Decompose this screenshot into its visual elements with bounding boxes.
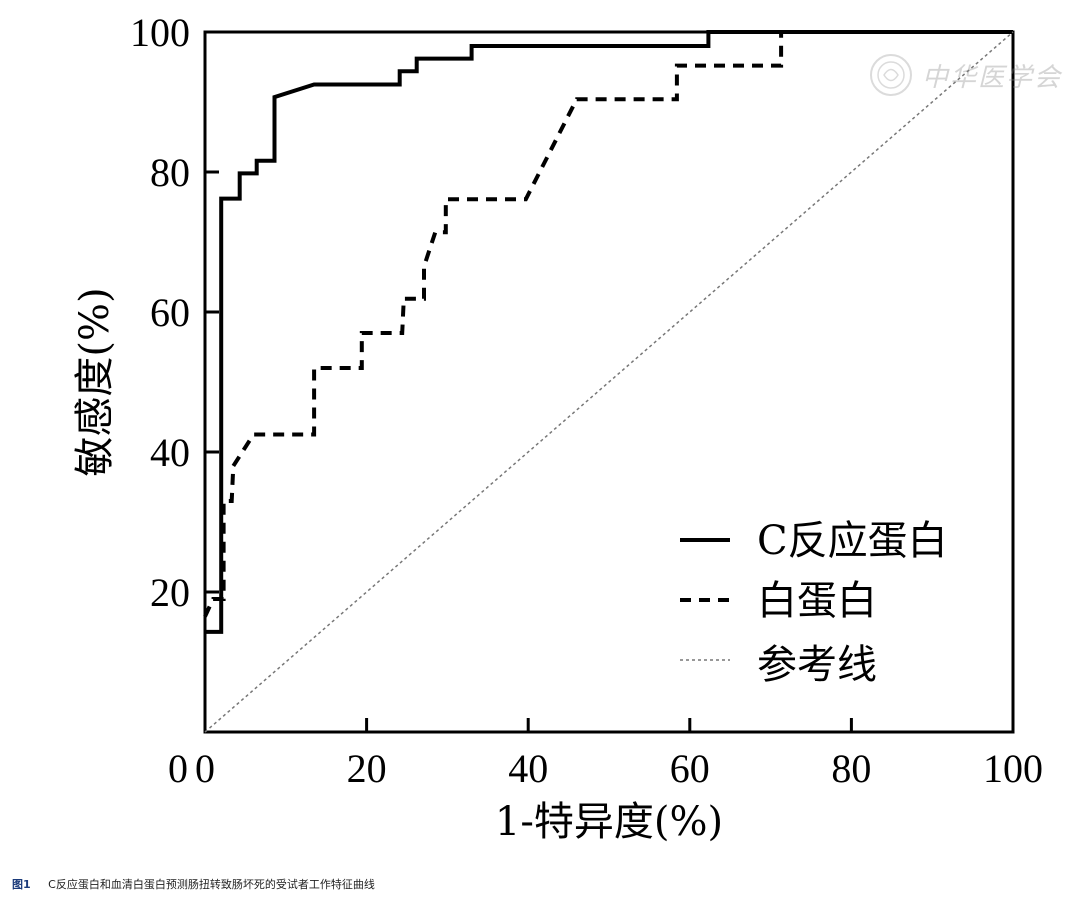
- figure-label: 图1: [12, 878, 31, 891]
- society-seal-icon: [870, 54, 912, 96]
- x-tick-label: 60: [670, 746, 710, 791]
- watermark-text: 中华医学会: [922, 62, 1063, 93]
- series-line-reference: [204, 31, 1014, 733]
- legend-label-crp: C反应蛋白: [757, 518, 948, 564]
- x-tick-label: 80: [831, 746, 871, 791]
- y-axis-title: 敏感度(%): [72, 287, 118, 476]
- plot-frame: [203, 30, 1015, 734]
- axis-ticks: [205, 170, 853, 732]
- y-tick-label: 40: [150, 430, 190, 475]
- series-lines: [203, 30, 1014, 733]
- axis-tick-labels: 0 20 40 60 80 100 20 40 60 80 100 0: [130, 10, 1043, 791]
- series-line-albumin: [203, 30, 1013, 618]
- x-tick-label: 100: [983, 746, 1043, 791]
- origin-tick-label: 0: [168, 746, 188, 791]
- legend: C反应蛋白 白蛋白 参考线: [680, 518, 948, 688]
- figure-caption: 图1 C反应蛋白和血清白蛋白预测肠扭转致肠坏死的受试者工作特征曲线: [12, 876, 375, 892]
- watermark: 中华医学会: [868, 50, 1062, 100]
- x-tick-label: 20: [347, 746, 387, 791]
- y-tick-label: 20: [150, 570, 190, 615]
- legend-label-reference: 参考线: [757, 642, 877, 688]
- legend-label-albumin: 白蛋白: [757, 578, 877, 624]
- x-axis-title: 1-特异度(%): [495, 799, 723, 845]
- y-tick-label: 80: [150, 150, 190, 195]
- x-tick-label: 40: [508, 746, 548, 791]
- series-line-crp: [205, 30, 1013, 634]
- y-tick-label: 60: [150, 290, 190, 335]
- y-tick-label: 100: [130, 10, 190, 55]
- figure-caption-text: C反应蛋白和血清白蛋白预测肠扭转致肠坏死的受试者工作特征曲线: [48, 878, 375, 891]
- x-tick-label: 0: [195, 746, 215, 791]
